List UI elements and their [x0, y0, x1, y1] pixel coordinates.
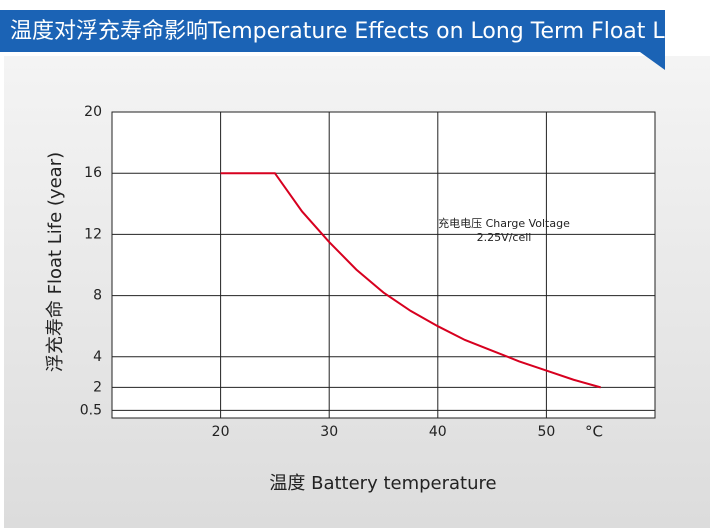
- header-tab: [640, 52, 665, 70]
- x-tick-label: 30: [320, 424, 338, 440]
- y-tick-label: 0.5: [80, 402, 102, 418]
- annotation: 2.25V/cell: [477, 231, 532, 244]
- y-axis-title: 浮充寿命 Float Life (year): [45, 152, 66, 372]
- annotation: 充电电压 Charge Voltage: [438, 216, 570, 230]
- y-tick-label: 2: [93, 379, 102, 395]
- header-bar: [0, 10, 665, 52]
- chart-title: 温度对浮充寿命影响Temperature Effects on Long Ter…: [10, 19, 692, 44]
- data-line: [220, 172, 601, 389]
- plot-area: [112, 112, 655, 418]
- x-unit: °C: [585, 423, 603, 441]
- plot-border: [111, 111, 656, 419]
- y-tick-label: 8: [93, 288, 102, 304]
- y-tick-label: 4: [93, 349, 102, 365]
- x-tick-label: 20: [212, 424, 230, 440]
- x-axis-title: 温度 Battery temperature: [269, 473, 496, 494]
- y-tick-label: 12: [84, 226, 102, 242]
- y-tick-label: 16: [84, 165, 102, 181]
- y-tick-label: 20: [84, 104, 102, 120]
- x-tick-label: 50: [537, 424, 555, 440]
- x-tick-label: 40: [429, 424, 447, 440]
